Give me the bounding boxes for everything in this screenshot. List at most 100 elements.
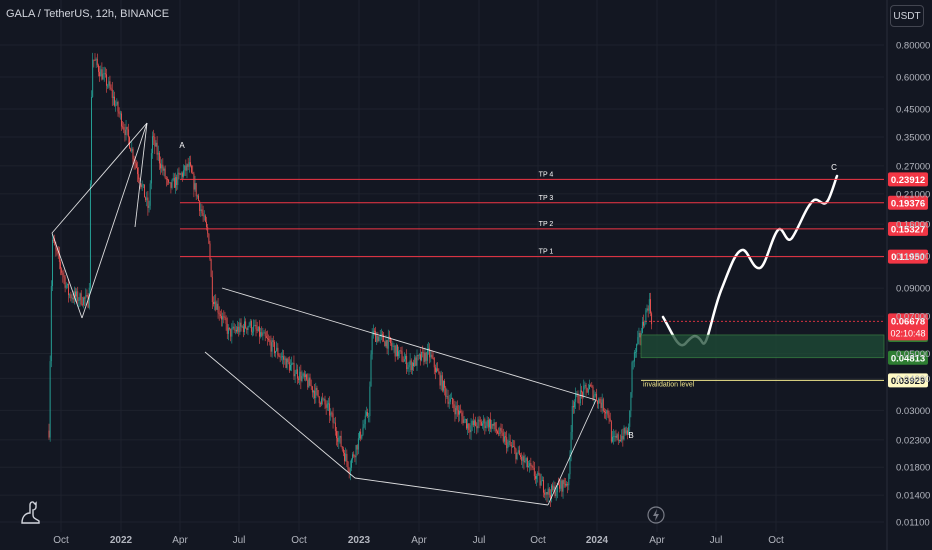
candle-body xyxy=(272,340,274,342)
candle-body xyxy=(331,412,333,414)
candle-body xyxy=(616,434,618,438)
candle-body xyxy=(296,369,298,379)
candle-body xyxy=(247,326,249,331)
candle-body xyxy=(184,165,186,171)
candle-body xyxy=(380,333,382,335)
candle-body xyxy=(171,179,173,188)
candle-body xyxy=(420,354,421,361)
take-profit-price: 0.23912 xyxy=(891,175,925,186)
candle-body xyxy=(178,172,180,174)
candle-body xyxy=(515,448,517,460)
candle-body xyxy=(339,436,341,438)
time-axis[interactable]: Oct 2022 Apr Jul Oct 2023 Apr Jul Oct 2024 Apr Jul O… xyxy=(53,535,784,546)
candle-body xyxy=(154,136,156,147)
candle-body xyxy=(130,148,132,152)
candle-body xyxy=(497,431,498,434)
candle-body xyxy=(453,404,455,409)
candle-body xyxy=(617,434,619,441)
candle-body xyxy=(492,423,494,426)
candle-body xyxy=(91,96,92,184)
candle-body xyxy=(556,483,558,493)
candle-body xyxy=(598,398,600,404)
candle-body xyxy=(417,355,419,356)
x-tick-label: Jul xyxy=(233,535,246,546)
candle-body xyxy=(434,367,436,373)
candle-body xyxy=(385,340,387,347)
candle-body xyxy=(94,60,96,61)
candle-body xyxy=(645,310,647,325)
candle-body xyxy=(439,373,441,386)
tradingview-logo-icon[interactable] xyxy=(18,499,44,525)
candle-body xyxy=(152,136,153,154)
candle-body xyxy=(517,450,519,453)
candle-body xyxy=(190,162,191,166)
x-tick-label: Oct xyxy=(291,535,307,546)
candle-body xyxy=(536,475,538,479)
candle-body xyxy=(362,427,364,435)
take-profit-label: TP 1 xyxy=(539,249,554,256)
candle-body xyxy=(409,360,411,365)
candle-body xyxy=(630,392,632,411)
candle-body xyxy=(265,336,267,338)
candle-body xyxy=(302,373,304,376)
candle-body xyxy=(66,283,68,286)
candle-body xyxy=(459,411,460,415)
candle-body xyxy=(346,453,348,462)
candle-body xyxy=(529,463,531,467)
candle-body xyxy=(81,304,83,306)
currency-button[interactable]: USDT xyxy=(890,5,924,27)
candle-body xyxy=(318,396,320,404)
candle-body xyxy=(245,321,247,328)
candle-body xyxy=(101,69,103,80)
candle-body xyxy=(164,168,166,178)
candle-body xyxy=(566,484,567,486)
candle-body xyxy=(125,126,127,136)
candle-body xyxy=(526,458,528,467)
wave-label-c: C xyxy=(831,163,837,172)
candle-body xyxy=(253,325,255,332)
candle-body xyxy=(592,386,594,399)
x-tick-label: Apr xyxy=(649,535,665,546)
candle-body xyxy=(375,331,377,342)
take-profit-price: 0.15327 xyxy=(891,224,925,235)
candle-body xyxy=(354,456,356,458)
candle-body xyxy=(95,58,97,61)
candle-body xyxy=(452,397,454,405)
candle-body xyxy=(589,385,590,390)
candle-body xyxy=(328,403,329,405)
candle-body xyxy=(78,300,80,301)
candle-body xyxy=(204,215,206,222)
candle-body xyxy=(321,398,322,405)
candle-body xyxy=(54,240,56,246)
candle-body xyxy=(138,174,140,180)
candle-body xyxy=(56,249,58,252)
candle-body xyxy=(337,438,339,442)
candle-body xyxy=(648,299,650,311)
price-axis[interactable]: 0.80000 0.60000 0.45000 0.35000 0.27000 0.210… xyxy=(896,41,930,529)
candle-body xyxy=(609,418,611,422)
candle-body xyxy=(466,419,467,429)
candle-body xyxy=(472,420,474,426)
candle-body xyxy=(643,321,644,326)
candle-body xyxy=(196,195,198,197)
invalidation-price: 0.03929 xyxy=(891,376,925,387)
candle-body xyxy=(68,283,69,296)
candle-body xyxy=(547,488,549,495)
candle-body xyxy=(332,413,334,423)
y-tick-label: 0.45000 xyxy=(896,105,930,116)
candle-body xyxy=(408,364,410,368)
candle-body xyxy=(591,385,593,387)
candle-body xyxy=(180,173,182,175)
candle-body xyxy=(548,488,550,495)
candle-body xyxy=(464,419,466,420)
candle-body xyxy=(191,165,193,173)
candle-body xyxy=(560,480,562,489)
candle-body xyxy=(214,301,216,305)
candle-body xyxy=(276,347,278,352)
candle-body xyxy=(487,420,489,428)
candle-body xyxy=(344,453,345,462)
lightning-icon[interactable] xyxy=(647,506,665,524)
candle-body xyxy=(537,472,539,476)
candle-body xyxy=(455,405,457,415)
